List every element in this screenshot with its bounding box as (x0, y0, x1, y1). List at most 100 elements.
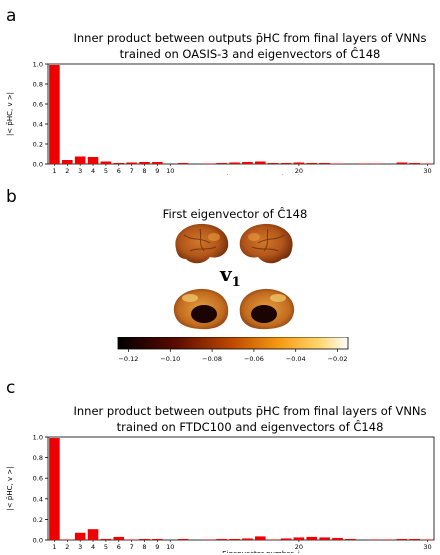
x-tick-label: 1 (52, 543, 56, 551)
y-tick-label: 0.2 (33, 141, 43, 149)
panel-c-bar-chart: 0.0 0.2 0.4 0.6 0.8 1.0 1 2 3 4 5 6 78 9 10 20 30 Eigenve… (6, 434, 435, 553)
panel-c-letter: c (6, 378, 16, 398)
x-tick-label: 10 (166, 167, 174, 175)
bar (152, 162, 163, 164)
brain-medial-left (173, 288, 229, 330)
bar (422, 163, 433, 164)
bar (409, 163, 420, 164)
colorbar: −0.12 −0.10 −0.08 −0.06 −0.04 −0.02 (117, 337, 349, 363)
bar (62, 160, 73, 164)
panel-a-bar-chart: 0.0 0.2 0.4 0.6 0.8 1.0 1 2 3 4 5 6 78 9 10 20 30 Eigenve… (6, 61, 435, 175)
bar (357, 163, 369, 164)
y-axis-label: |< p̄HC, v >| (6, 92, 14, 136)
brain-lateral-right (239, 223, 293, 264)
bar (100, 161, 112, 164)
bar (255, 161, 266, 164)
bar (293, 162, 305, 164)
bar (126, 539, 137, 540)
colorbar-tick-label: −0.12 (118, 355, 138, 363)
x-tick-label: 30 (423, 167, 431, 175)
panel-c-title-line1: Inner product between outputs p̄HC from … (73, 404, 427, 418)
bar (306, 163, 318, 164)
panel-a-title-line2: trained on OASIS-3 and eigenvectors of Ĉ… (119, 47, 381, 61)
bar (229, 162, 240, 164)
x-tick-label: 20 (295, 167, 303, 175)
axes-frame (47, 63, 435, 165)
x-tick-label: 30 (423, 543, 431, 551)
x-tick-label: 8 (142, 543, 146, 551)
panel-c-title: Inner product between outputs p̄HC from … (60, 403, 440, 435)
x-tick-label: 4 (91, 543, 95, 551)
y-tick-label: 0.4 (33, 495, 43, 503)
bar (152, 538, 163, 540)
bar (139, 162, 150, 164)
bar (345, 538, 356, 540)
x-axis-label: Eigenvector number, i (222, 550, 300, 553)
x-tick-label: 3 (78, 167, 82, 175)
bar (113, 536, 125, 540)
bar (74, 532, 86, 540)
colorbar-tick-label: −0.02 (328, 355, 348, 363)
colorbar-tick-label: −0.08 (202, 355, 222, 363)
bar (113, 163, 125, 164)
bar (370, 163, 382, 164)
colorbar-tick-label: −0.06 (244, 355, 264, 363)
bar (203, 163, 215, 164)
bar (87, 529, 99, 540)
colorbar-gradient (117, 337, 349, 350)
y-tick-label: 0.8 (33, 81, 43, 89)
bar (280, 163, 292, 164)
bar (370, 539, 382, 540)
x-tick-label: 7 (130, 543, 134, 551)
bar (422, 539, 433, 540)
bar (126, 162, 137, 164)
bar (319, 537, 330, 540)
panel-c-title-line2: trained on FTDC100 and eigenvectors of Ĉ… (116, 420, 384, 434)
panel-b-letter: b (6, 187, 17, 207)
y-tick-label: 0.6 (33, 475, 43, 483)
x-tick-label: 3 (78, 543, 82, 551)
bar (409, 538, 420, 540)
x-tick-label: 6 (117, 167, 121, 175)
axes-frame (47, 436, 435, 541)
brain-lateral-left (175, 223, 229, 264)
bar (87, 157, 99, 164)
x-tick-label: 2 (65, 543, 69, 551)
bar (139, 538, 150, 540)
y-tick-label: 0.2 (33, 516, 43, 524)
bar (177, 538, 189, 540)
x-tick-label: 5 (104, 543, 108, 551)
x-tick-label: 2 (65, 167, 69, 175)
y-tick-label: 0.6 (33, 101, 43, 109)
panel-a-title-line1: Inner product between outputs p̄HC from … (73, 31, 427, 45)
bar (306, 536, 318, 540)
y-tick-label: 0.0 (33, 161, 43, 169)
x-tick-label: 7 (130, 167, 134, 175)
x-tick-label: 8 (142, 167, 146, 175)
bar (203, 539, 215, 540)
brain-medial-right (239, 288, 295, 330)
x-tick-label: 5 (104, 167, 108, 175)
bar (293, 537, 305, 540)
x-axis-label: Eigenvector number, i (222, 174, 300, 175)
bar (332, 163, 343, 164)
bar (229, 538, 240, 540)
bar (255, 536, 266, 540)
x-tick-label: 9 (155, 167, 159, 175)
bar (177, 163, 189, 164)
x-tick-label: 10 (166, 543, 174, 551)
vector-label-v1: v1 (220, 262, 241, 290)
x-tick-label: 9 (155, 543, 159, 551)
x-tick-label: 20 (295, 543, 303, 551)
bar (396, 538, 408, 540)
y-tick-label: 0.8 (33, 454, 43, 462)
colorbar-tick-label: −0.10 (160, 355, 180, 363)
y-axis-label: |< p̄HC, v >| (6, 466, 14, 510)
bar (332, 537, 343, 540)
y-tick-label: 1.0 (33, 61, 43, 69)
panel-b-title: First eigenvector of Ĉ148 (162, 207, 308, 221)
bar (383, 539, 395, 540)
bar (49, 438, 60, 540)
bar (280, 538, 292, 540)
bar (74, 156, 86, 164)
